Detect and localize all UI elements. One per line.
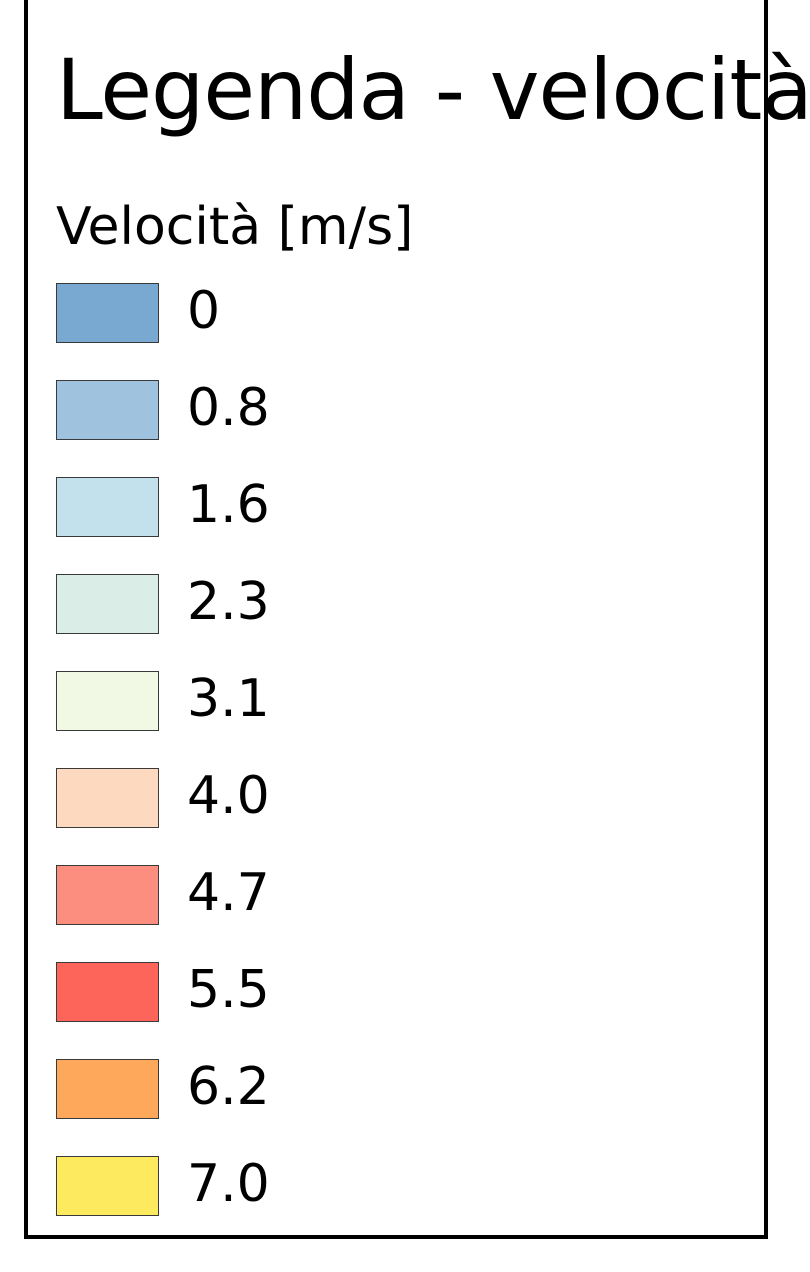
legend-swatch [56, 768, 159, 828]
legend-item: 7.0 [56, 1154, 456, 1218]
legend-item: 1.6 [56, 475, 456, 539]
legend-item: 3.1 [56, 669, 456, 733]
legend-value-label: 7.0 [187, 1154, 270, 1214]
legend-value-label: 1.6 [187, 475, 270, 535]
legend-swatch [56, 1059, 159, 1119]
legend-value-label: 0.8 [187, 378, 270, 438]
legend-value-label: 4.7 [187, 863, 270, 923]
legend-item: 4.0 [56, 766, 456, 830]
legend-value-label: 6.2 [187, 1057, 270, 1117]
legend-item: 0 [56, 281, 456, 345]
legend-swatch [56, 380, 159, 440]
legend-subtitle: Velocità [m/s] [56, 197, 414, 257]
legend-swatch [56, 865, 159, 925]
legend-swatch [56, 477, 159, 537]
legend-item: 0.8 [56, 378, 456, 442]
legend-item: 5.5 [56, 960, 456, 1024]
legend-swatch [56, 1156, 159, 1216]
legend-item: 6.2 [56, 1057, 456, 1121]
legend-value-label: 4.0 [187, 766, 270, 826]
legend-item: 4.7 [56, 863, 456, 927]
legend-swatch [56, 574, 159, 634]
legend-swatch [56, 671, 159, 731]
legend-value-label: 3.1 [187, 669, 270, 729]
legend-swatch [56, 962, 159, 1022]
legend-title: Legenda - velocità [56, 41, 810, 139]
legend-value-label: 5.5 [187, 960, 270, 1020]
legend-swatch [56, 283, 159, 343]
legend-value-label: 2.3 [187, 572, 270, 632]
legend-value-label: 0 [187, 281, 221, 341]
legend-frame [24, 0, 768, 1239]
legend-item: 2.3 [56, 572, 456, 636]
